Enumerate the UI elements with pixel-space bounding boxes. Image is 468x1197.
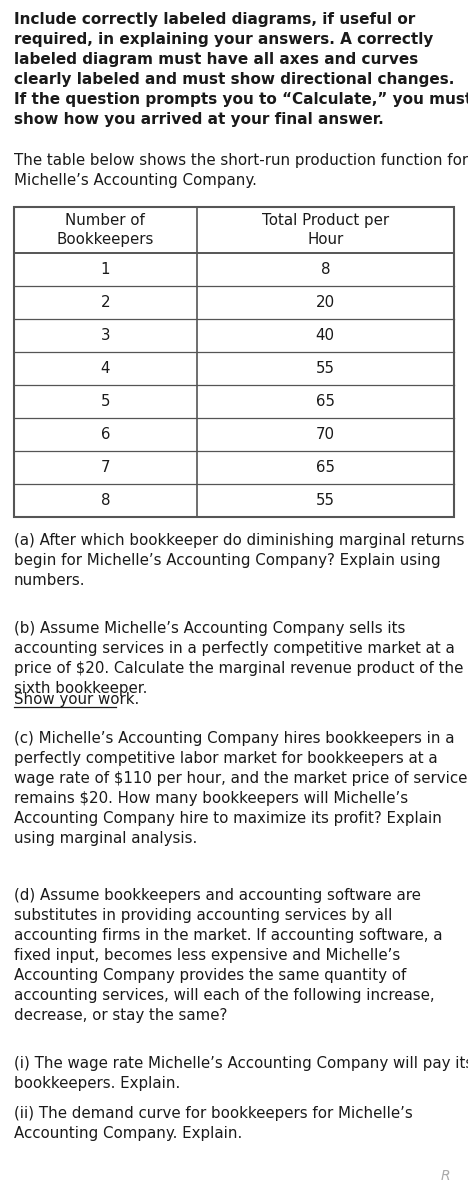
Text: Show your work.: Show your work. — [14, 692, 139, 706]
Text: 55: 55 — [316, 361, 335, 376]
Text: 70: 70 — [316, 427, 335, 442]
Text: 5: 5 — [101, 394, 110, 409]
Text: R: R — [440, 1169, 450, 1183]
Text: 3: 3 — [101, 328, 110, 344]
Text: 7: 7 — [101, 460, 110, 475]
Text: (b) Assume Michelle’s Accounting Company sells its
accounting services in a perf: (b) Assume Michelle’s Accounting Company… — [14, 621, 463, 697]
Text: (i) The wage rate Michelle’s Accounting Company will pay its
bookkeepers. Explai: (i) The wage rate Michelle’s Accounting … — [14, 1056, 468, 1090]
Text: 2: 2 — [101, 294, 110, 310]
Text: Include correctly labeled diagrams, if useful or
required, in explaining your an: Include correctly labeled diagrams, if u… — [14, 12, 468, 127]
Text: 65: 65 — [316, 460, 335, 475]
Text: Number of
Bookkeepers: Number of Bookkeepers — [57, 213, 154, 247]
Text: (c) Michelle’s Accounting Company hires bookkeepers in a
perfectly competitive l: (c) Michelle’s Accounting Company hires … — [14, 731, 468, 846]
Text: (a) After which bookkeeper do diminishing marginal returns
begin for Michelle’s : (a) After which bookkeeper do diminishin… — [14, 533, 465, 588]
Text: 1: 1 — [101, 262, 110, 277]
Text: 40: 40 — [316, 328, 335, 344]
Bar — [14, 207, 454, 517]
Text: 65: 65 — [316, 394, 335, 409]
Text: (d) Assume bookkeepers and accounting software are
substitutes in providing acco: (d) Assume bookkeepers and accounting so… — [14, 888, 443, 1022]
Text: (ii) The demand curve for bookkeepers for Michelle’s
Accounting Company. Explain: (ii) The demand curve for bookkeepers fo… — [14, 1106, 413, 1142]
Text: Total Product per
Hour: Total Product per Hour — [262, 213, 389, 247]
Text: 6: 6 — [101, 427, 110, 442]
Text: 4: 4 — [101, 361, 110, 376]
Text: The table below shows the short-run production function for
Michelle’s Accountin: The table below shows the short-run prod… — [14, 153, 468, 188]
Text: 55: 55 — [316, 493, 335, 508]
Text: 20: 20 — [316, 294, 335, 310]
Text: 8: 8 — [101, 493, 110, 508]
Text: 8: 8 — [321, 262, 330, 277]
